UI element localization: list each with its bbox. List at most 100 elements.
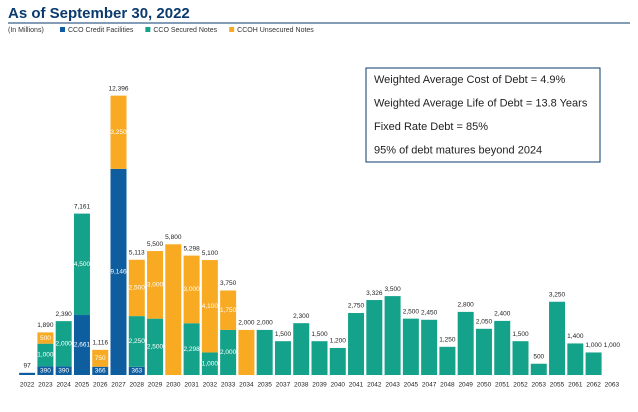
bar-segment bbox=[311, 341, 328, 375]
segment-label: 1,750 bbox=[220, 307, 237, 314]
total-label: 1,250 bbox=[439, 337, 456, 344]
x-tick-label: 2047 bbox=[422, 382, 437, 389]
total-label: 5,113 bbox=[129, 249, 145, 256]
x-tick-label: 2055 bbox=[550, 382, 565, 389]
bar-segment bbox=[220, 290, 237, 330]
bar-segment bbox=[549, 301, 566, 375]
bar-segment bbox=[421, 319, 438, 375]
bar-segment bbox=[128, 259, 145, 317]
segment-label: 4,500 bbox=[74, 261, 91, 268]
segment-label: 3,250 bbox=[110, 129, 127, 136]
x-tick-label: 2022 bbox=[20, 382, 35, 389]
x-tick-label: 2031 bbox=[184, 382, 199, 389]
segment-label: 366 bbox=[95, 368, 106, 375]
bar-segment bbox=[256, 329, 273, 375]
x-tick-label: 2053 bbox=[532, 382, 547, 389]
total-label: 12,396 bbox=[109, 85, 129, 92]
x-tick-label: 2063 bbox=[605, 382, 620, 389]
total-label: 2,400 bbox=[494, 311, 511, 318]
total-label: 1,116 bbox=[92, 340, 108, 347]
x-tick-label: 2039 bbox=[312, 382, 327, 389]
x-tick-label: 2061 bbox=[568, 382, 583, 389]
bar-segment bbox=[512, 341, 529, 375]
total-label: 2,050 bbox=[476, 319, 493, 326]
bar-segment bbox=[55, 366, 72, 375]
bar-segment bbox=[274, 341, 291, 375]
segment-label: 1,000 bbox=[202, 360, 219, 367]
bar-segment bbox=[92, 366, 109, 375]
total-label: 5,800 bbox=[165, 234, 182, 241]
x-tick-label: 2033 bbox=[221, 382, 236, 389]
bar-segment bbox=[128, 316, 145, 367]
segment-label: 750 bbox=[95, 355, 106, 362]
total-label: 97 bbox=[24, 363, 32, 370]
bar-segment bbox=[402, 318, 419, 375]
segment-label: 2,661 bbox=[74, 342, 91, 349]
total-label: 7,161 bbox=[74, 203, 91, 210]
x-tick-label: 2052 bbox=[513, 382, 528, 389]
total-label: 2,300 bbox=[293, 313, 310, 320]
subtitle: (In Millions) bbox=[8, 27, 44, 34]
x-tick-label: 2043 bbox=[385, 382, 400, 389]
legend-label: CCO Credit Facilities bbox=[68, 27, 134, 34]
total-label: 5,500 bbox=[147, 241, 164, 248]
x-tick-label: 2023 bbox=[38, 382, 53, 389]
bar-segment bbox=[147, 318, 164, 375]
bar-segment bbox=[147, 251, 164, 319]
total-label: 2,450 bbox=[421, 309, 438, 316]
total-label: 1,400 bbox=[567, 333, 584, 340]
x-tick-label: 2040 bbox=[331, 382, 346, 389]
x-tick-label: 2037 bbox=[276, 382, 291, 389]
total-label: 1,500 bbox=[311, 331, 328, 338]
total-label: 1,000 bbox=[585, 342, 602, 349]
annotation-box bbox=[365, 67, 601, 163]
total-label: 2,000 bbox=[257, 320, 274, 327]
x-tick-label: 2028 bbox=[130, 382, 145, 389]
bar-segment bbox=[73, 315, 90, 375]
x-tick-label: 2041 bbox=[349, 382, 364, 389]
segment-label: 1,000 bbox=[37, 352, 54, 359]
segment-label: 2,500 bbox=[129, 285, 146, 292]
x-tick-label: 2045 bbox=[404, 382, 419, 389]
total-label: 1,890 bbox=[37, 322, 54, 329]
total-label: 1,000 bbox=[604, 342, 621, 349]
x-tick-label: 2029 bbox=[148, 382, 163, 389]
x-tick-label: 2026 bbox=[93, 382, 108, 389]
total-label: 2,750 bbox=[348, 303, 365, 310]
bar-segment bbox=[183, 323, 200, 375]
bar-segment bbox=[92, 349, 109, 367]
bar-segment bbox=[73, 213, 90, 316]
segment-label: 390 bbox=[40, 367, 51, 374]
bar-segment bbox=[37, 343, 54, 367]
bar-segment bbox=[494, 320, 511, 375]
total-label: 3,326 bbox=[366, 290, 383, 297]
bar-segment bbox=[457, 311, 474, 375]
x-tick-label: 2048 bbox=[440, 382, 455, 389]
segment-label: 4,100 bbox=[202, 303, 219, 310]
segment-label: 3,000 bbox=[147, 282, 164, 289]
segment-label: 3,000 bbox=[183, 286, 200, 293]
segment-label: 2,298 bbox=[183, 346, 200, 353]
segment-label: 363 bbox=[131, 368, 142, 375]
segment-label: 2,000 bbox=[220, 349, 237, 356]
total-label: 500 bbox=[533, 353, 544, 360]
x-tick-label: 2027 bbox=[111, 382, 126, 389]
total-label: 3,500 bbox=[384, 286, 401, 293]
bar-segment bbox=[530, 363, 547, 375]
total-label: 1,200 bbox=[330, 338, 347, 345]
total-label: 3,750 bbox=[220, 280, 237, 287]
x-tick-label: 2034 bbox=[239, 382, 254, 389]
bar-segment bbox=[55, 321, 72, 367]
bar-segment bbox=[439, 346, 456, 375]
total-label: 2,800 bbox=[458, 302, 475, 309]
x-tick-label: 2051 bbox=[495, 382, 510, 389]
legend-swatch bbox=[229, 27, 235, 32]
x-tick-label: 2050 bbox=[477, 382, 492, 389]
bar-segment bbox=[329, 347, 346, 375]
bar-segment bbox=[110, 168, 127, 375]
bar-segment bbox=[348, 313, 365, 375]
total-label: 3,250 bbox=[549, 291, 566, 298]
total-label: 2,500 bbox=[403, 308, 420, 315]
bar-segment bbox=[585, 352, 602, 375]
